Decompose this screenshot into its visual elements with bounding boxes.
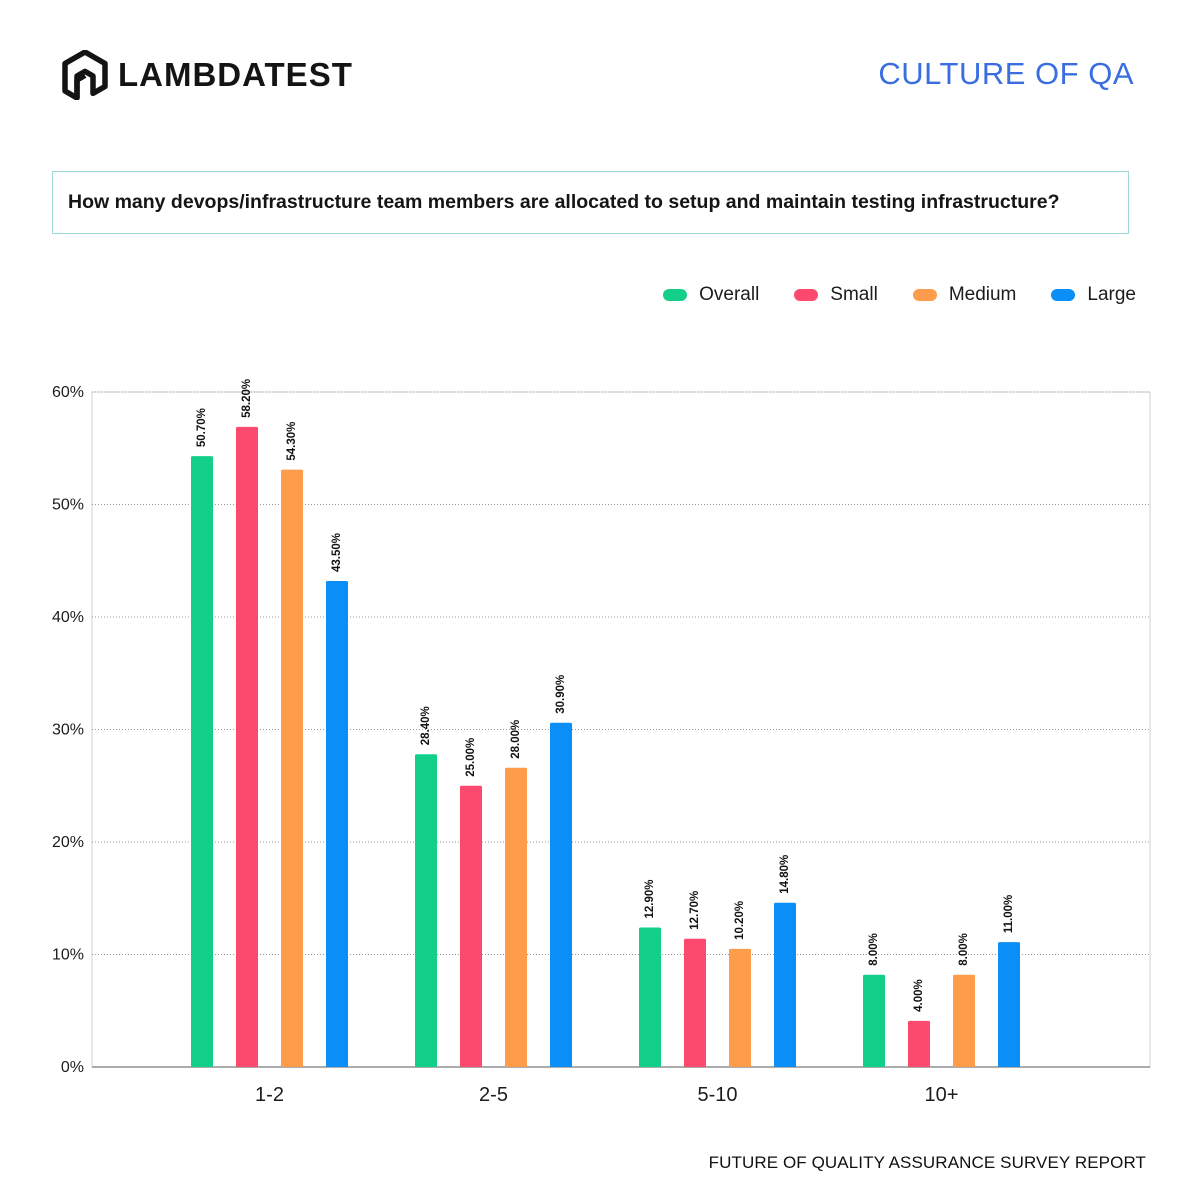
x-tick-label: 1-2 [255,1084,284,1106]
report-section-title: CULTURE OF QA [878,56,1134,91]
data-label: 14.80% [779,855,791,894]
data-label: 10.20% [734,901,746,940]
legend-label: Overall [699,284,760,305]
bar-small-5-10 [684,938,706,1067]
question-text: How many devops/infrastructure team memb… [68,191,1060,213]
y-tick-label: 50% [52,497,84,514]
bar-large-1-2 [326,581,348,1067]
legend-swatch [1051,289,1076,301]
data-label: 4.00% [913,979,925,1012]
legend-label: Medium [948,284,1017,305]
bar-medium-10+ [953,974,975,1067]
data-label: 50.70% [196,408,208,447]
header: LAMBDATEST CULTURE OF QA [0,0,1200,140]
bar-large-10+ [998,942,1020,1067]
legend-item-medium: Medium [912,284,1017,306]
bar-large-5-10 [774,902,796,1067]
data-label: 25.00% [465,738,477,777]
bar-small-1-2 [236,426,258,1067]
data-label: 28.00% [510,720,522,759]
bar-overall-1-2 [191,456,213,1067]
y-tick-label: 0% [61,1059,84,1076]
question-box: How many devops/infrastructure team memb… [52,171,1129,234]
legend-label: Large [1087,284,1136,305]
y-tick-label: 20% [52,834,84,851]
legend-swatch [794,289,819,301]
data-label: 8.00% [958,933,970,966]
data-label: 54.30% [286,422,298,461]
x-tick-label: 10+ [925,1084,959,1106]
legend-item-overall: Overall [663,284,759,306]
legend-swatch [663,289,688,301]
data-label: 30.90% [555,675,567,714]
x-tick-label: 5-10 [697,1084,737,1106]
y-tick-label: 30% [52,722,84,739]
lambdatest-logo-icon [62,50,108,100]
report-footer: FUTURE OF QUALITY ASSURANCE SURVEY REPOR… [708,1153,1146,1172]
x-tick-label: 2-5 [479,1084,508,1106]
chart-legend: Overall Small Medium Large [628,284,1136,306]
y-tick-label: 10% [52,947,84,964]
legend-label: Small [830,284,878,305]
legend-item-large: Large [1051,284,1136,306]
legend-item-small: Small [794,284,878,306]
bar-overall-10+ [863,974,885,1067]
bar-overall-5-10 [639,927,661,1067]
bar-large-2-5 [550,722,572,1067]
legend-swatch [912,289,937,301]
data-label: 12.70% [689,891,701,930]
data-label: 8.00% [868,933,880,966]
bar-small-2-5 [460,785,482,1067]
data-label: 28.40% [420,706,432,745]
bar-medium-1-2 [281,469,303,1067]
data-label: 12.90% [644,879,656,918]
lambdatest-logo[interactable]: LAMBDATEST [62,50,353,100]
bar-medium-5-10 [729,948,751,1067]
data-label: 58.20% [241,379,253,418]
y-tick-label: 60% [52,384,84,401]
bar-small-10+ [908,1020,930,1067]
y-tick-label: 40% [52,609,84,626]
bar-medium-2-5 [505,767,527,1067]
bar-overall-2-5 [415,754,437,1067]
brand-name: LAMBDATEST [118,56,353,93]
data-label: 11.00% [1003,895,1015,933]
data-label: 43.50% [331,533,343,572]
